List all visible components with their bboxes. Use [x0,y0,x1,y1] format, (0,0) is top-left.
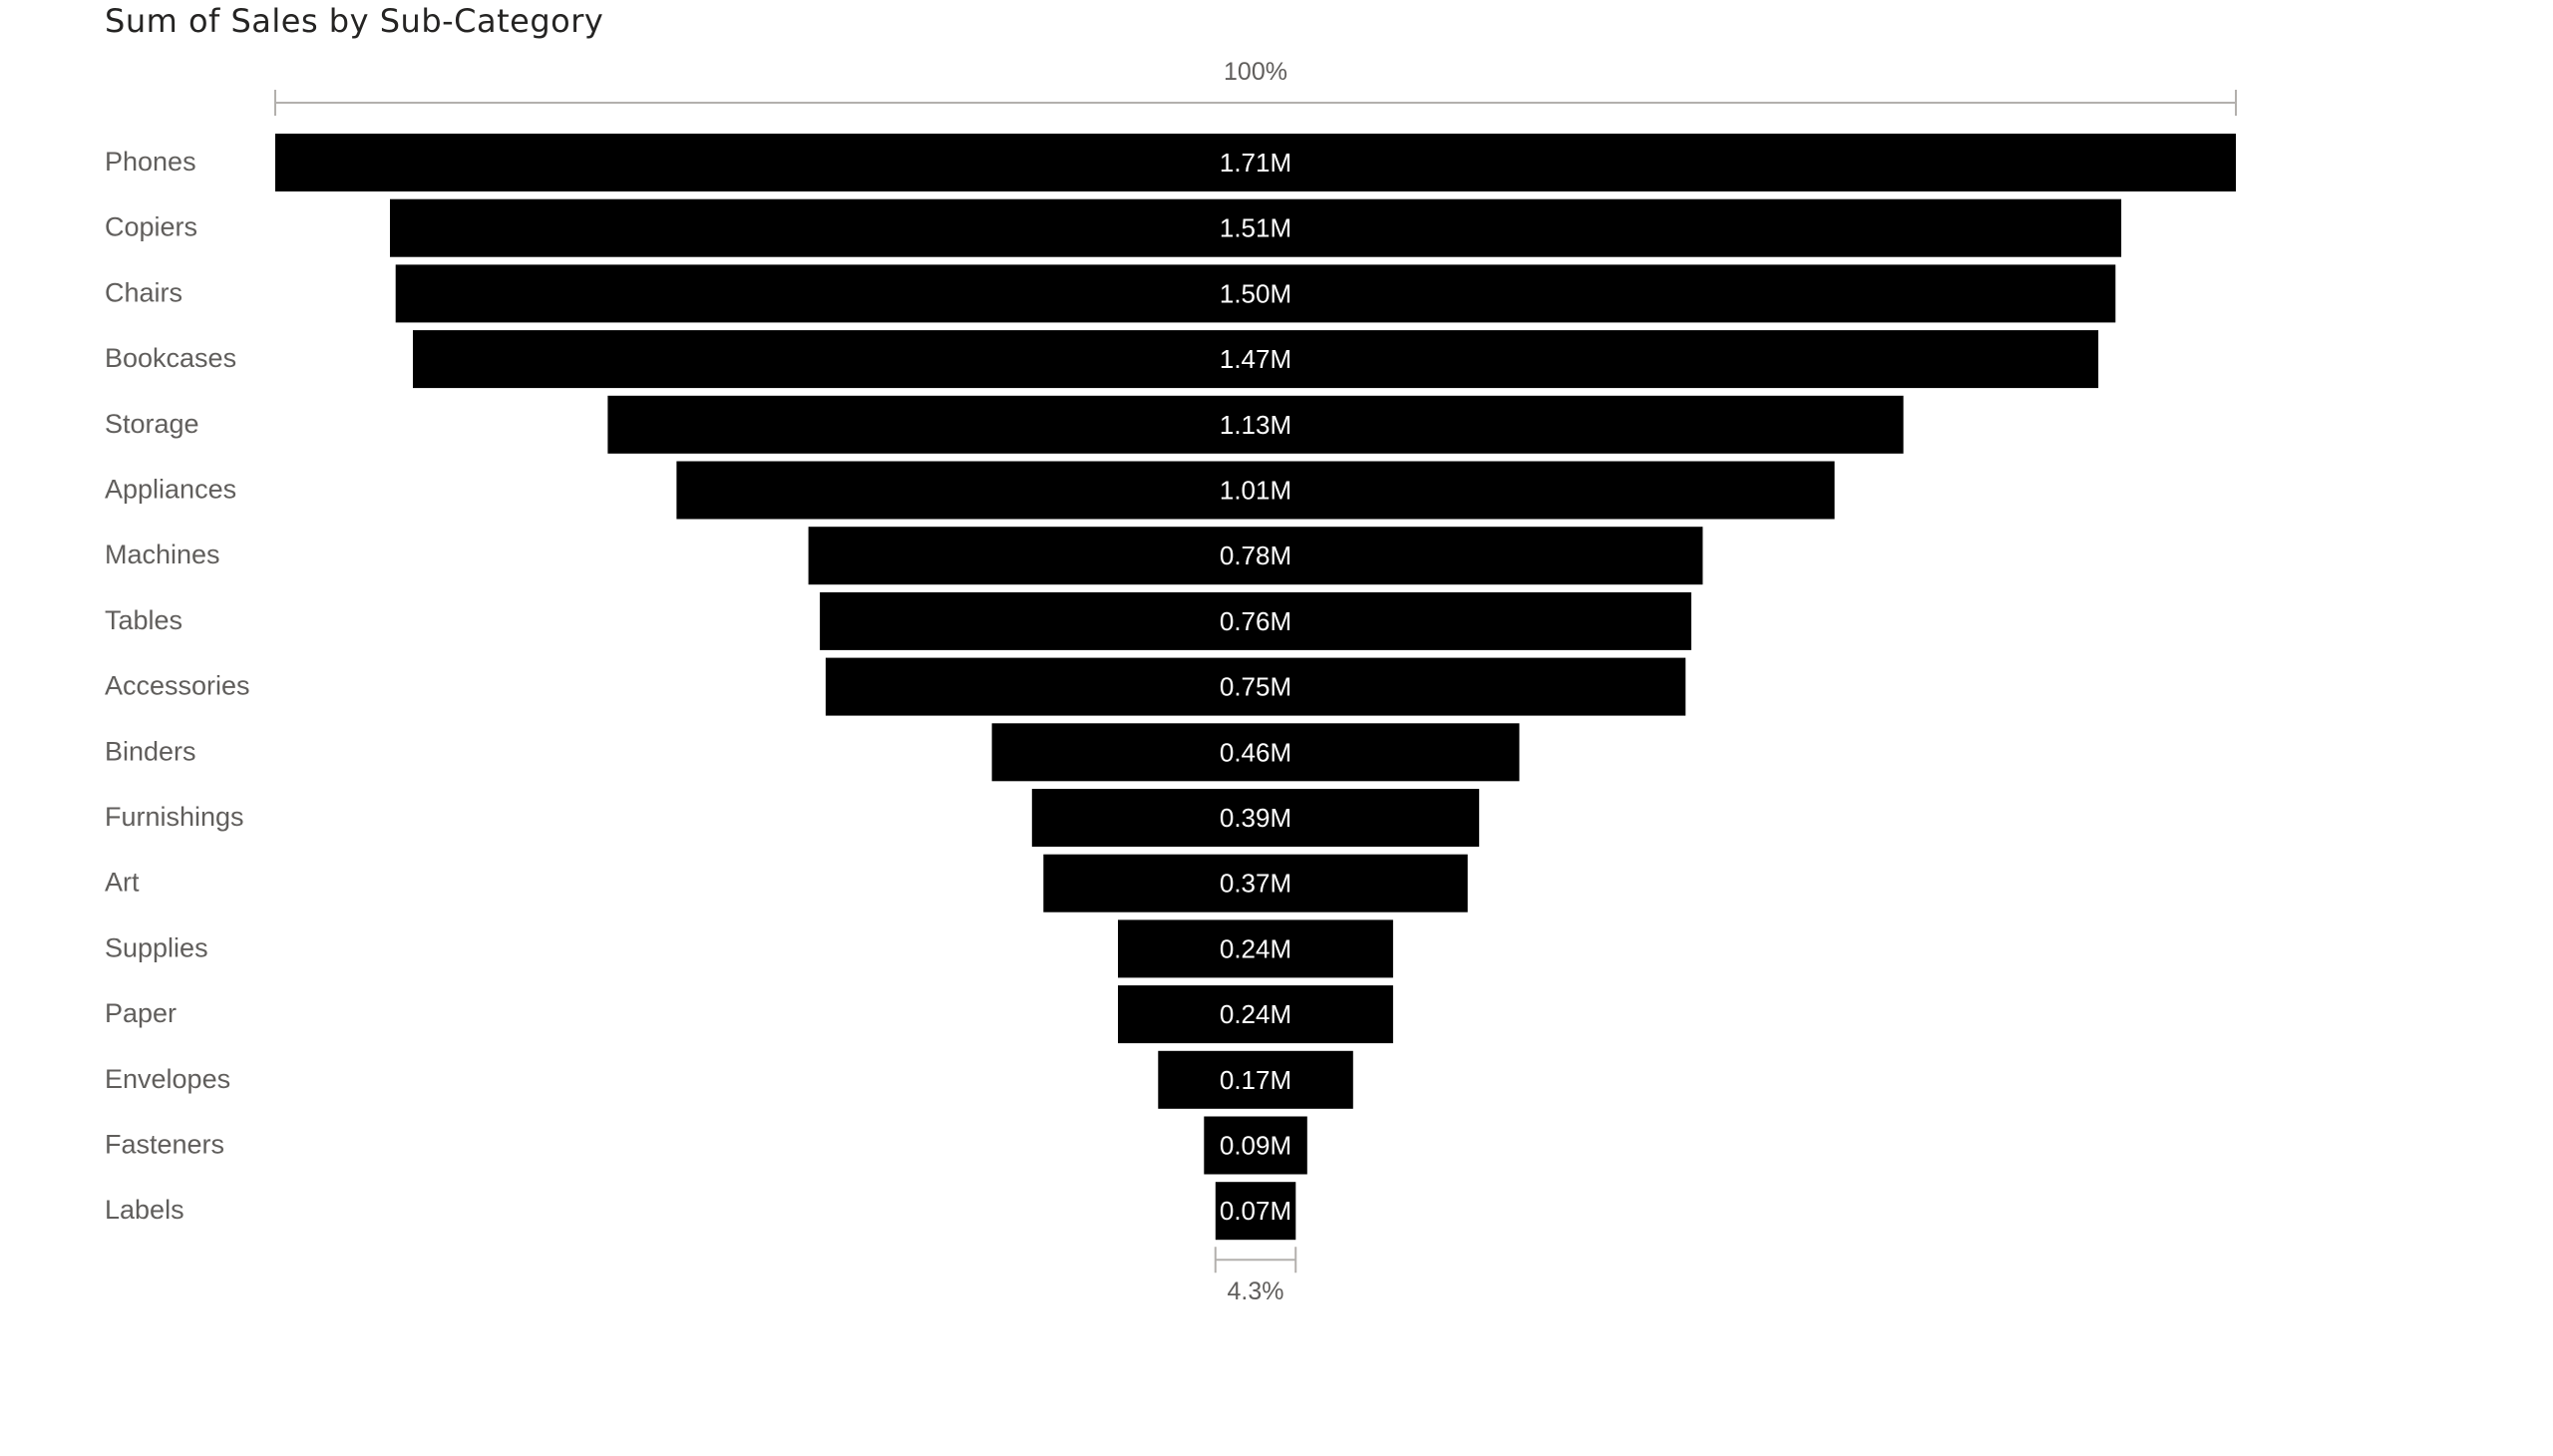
funnel-bar-storage[interactable] [607,395,1904,454]
funnel-bar-tables[interactable] [820,591,1691,650]
category-label-binders: Binders [105,736,196,766]
funnel-bar-furnishings[interactable] [1031,789,1480,847]
data-label-paper: 0.24M [1220,999,1291,1029]
category-labels: Phones Copiers Chairs Bookcases Storage Appli… [105,147,250,1225]
data-label-fasteners: 0.09M [1220,1131,1291,1161]
category-label-paper: Paper [105,998,177,1028]
category-label-accessories: Accessories [105,671,250,701]
category-label-bookcases: Bookcases [105,343,236,373]
data-label-bookcases: 1.47M [1220,344,1291,374]
top-percent-bracket [274,90,2237,116]
funnel-bar-envelopes[interactable] [1158,1050,1353,1109]
category-label-appliances: Appliances [105,475,236,505]
funnel-bar-appliances[interactable] [676,461,1835,520]
funnel-bar-art[interactable] [1043,854,1468,912]
funnel-bar-fasteners[interactable] [1204,1116,1307,1175]
category-label-fasteners: Fasteners [105,1130,224,1160]
data-label-binders: 0.46M [1220,737,1291,767]
category-label-art: Art [105,868,140,898]
top-percent-label: 100% [1224,58,1287,86]
category-label-labels: Labels [105,1195,184,1225]
category-label-envelopes: Envelopes [105,1064,230,1094]
funnel-bar-labels[interactable] [1215,1182,1296,1241]
data-label-storage: 1.13M [1220,410,1291,440]
funnel-bar-copiers[interactable] [390,198,2122,257]
bracket-line [1214,1247,1297,1274]
category-label-copiers: Copiers [105,212,197,242]
funnel-bar-machines[interactable] [808,527,1703,585]
bracket-line [274,90,2237,116]
funnel-bar-binders[interactable] [991,723,1520,782]
data-label-chairs: 1.50M [1220,278,1291,308]
funnel-bar-supplies[interactable] [1118,919,1393,978]
funnel-bar-bookcases[interactable] [413,330,2099,389]
data-label-labels: 0.07M [1220,1196,1291,1226]
funnel-bar-accessories[interactable] [825,657,1686,716]
funnel-bar-paper[interactable] [1118,985,1393,1044]
data-label-copiers: 1.51M [1220,213,1291,243]
funnel-bar-chairs[interactable] [395,264,2116,323]
category-label-furnishings: Furnishings [105,802,244,832]
chart-title: Sum of Sales by Sub-Category [105,2,604,40]
data-label-machines: 0.78M [1220,541,1291,570]
category-label-supplies: Supplies [105,932,208,962]
data-label-tables: 0.76M [1220,606,1291,636]
data-label-furnishings: 0.39M [1220,803,1291,833]
category-label-machines: Machines [105,540,220,569]
data-label-appliances: 1.01M [1220,476,1291,506]
data-label-phones: 1.71M [1220,148,1291,178]
category-label-storage: Storage [105,409,199,439]
funnel-bars: 1.71M 1.51M 1.50M 1.47M 1.13M 1.01M 0.78M 0.76M… [275,134,2236,1241]
data-label-supplies: 0.24M [1220,933,1291,963]
category-label-phones: Phones [105,147,196,177]
category-label-tables: Tables [105,605,182,635]
data-label-envelopes: 0.17M [1220,1065,1291,1095]
category-label-chairs: Chairs [105,277,182,307]
data-label-art: 0.37M [1220,869,1291,899]
bottom-percent-bracket [1214,1247,1297,1274]
data-label-accessories: 0.75M [1220,672,1291,702]
bottom-percent-label: 4.3% [1228,1277,1284,1305]
funnel-bar-phones[interactable] [275,134,2236,191]
